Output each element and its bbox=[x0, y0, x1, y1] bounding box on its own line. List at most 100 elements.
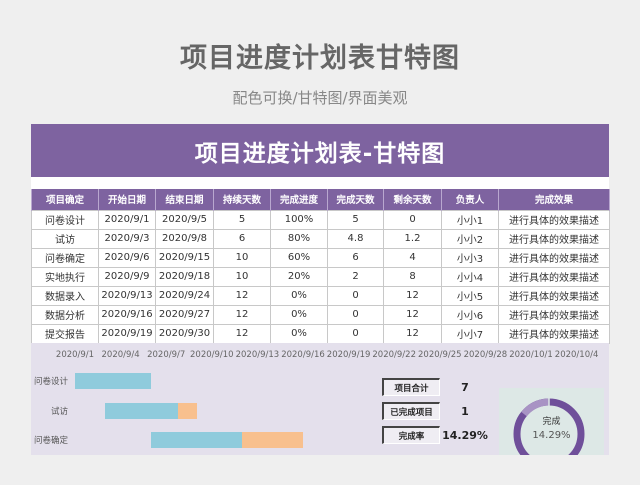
table-cell[interactable]: 小小4 bbox=[441, 266, 499, 287]
table-cell[interactable]: 2020/9/6 bbox=[98, 247, 156, 268]
table-row: 数据分析 2020/9/16 2020/9/27 12 0% 0 12 小小6 进行具体的效果描… bbox=[31, 304, 610, 325]
table-row: 问卷确定 2020/9/6 2020/9/15 10 60% 6 4 小小3 进行具体的效果描述 bbox=[31, 247, 610, 268]
table-cell[interactable]: 4.8 bbox=[327, 228, 384, 249]
column-header[interactable]: 持续天数 bbox=[213, 189, 271, 210]
table-cell[interactable]: 4 bbox=[383, 247, 442, 268]
column-header[interactable]: 完成天数 bbox=[327, 189, 384, 210]
column-header[interactable]: 剩余天数 bbox=[383, 189, 442, 210]
table-cell[interactable]: 2020/9/24 bbox=[155, 285, 214, 306]
column-header[interactable]: 开始日期 bbox=[98, 189, 156, 210]
table-cell[interactable]: 2020/9/13 bbox=[98, 285, 156, 306]
table-cell[interactable]: 12 bbox=[213, 285, 271, 306]
summary-label: 项目合计 bbox=[382, 378, 440, 396]
table-row: 实地执行 2020/9/9 2020/9/18 10 20% 2 8 小小4 进行具体的效果描述 bbox=[31, 266, 610, 287]
table-cell[interactable]: 进行具体的效果描述 bbox=[498, 323, 610, 344]
completion-donut-chart[interactable]: 完成 14.29% bbox=[499, 388, 604, 455]
table-cell[interactable]: 5 bbox=[213, 209, 271, 230]
table-cell[interactable]: 0 bbox=[327, 304, 384, 325]
table-cell[interactable]: 2020/9/1 bbox=[98, 209, 156, 230]
gantt-bar-remaining[interactable] bbox=[242, 432, 303, 448]
table-cell[interactable]: 2020/9/30 bbox=[155, 323, 214, 344]
table-cell[interactable]: 20% bbox=[270, 266, 328, 287]
table-cell[interactable]: 提交报告 bbox=[31, 323, 99, 344]
task-label: 问卷确定 bbox=[33, 436, 68, 446]
table-cell[interactable]: 0% bbox=[270, 323, 328, 344]
table-cell[interactable]: 10 bbox=[213, 247, 271, 268]
table-cell[interactable]: 小小6 bbox=[441, 304, 499, 325]
summary-row-completed: 已完成项目 1 bbox=[382, 400, 490, 422]
table-cell[interactable]: 小小3 bbox=[441, 247, 499, 268]
table-cell[interactable]: 2 bbox=[327, 266, 384, 287]
table-cell[interactable]: 小小2 bbox=[441, 228, 499, 249]
table-cell[interactable]: 实地执行 bbox=[31, 266, 99, 287]
table-cell[interactable]: 5 bbox=[327, 209, 384, 230]
table-cell[interactable]: 问卷确定 bbox=[31, 247, 99, 268]
table-cell[interactable]: 0 bbox=[383, 209, 442, 230]
column-header[interactable]: 结束日期 bbox=[155, 189, 214, 210]
table-cell[interactable]: 数据分析 bbox=[31, 304, 99, 325]
table-cell[interactable]: 6 bbox=[213, 228, 271, 249]
table-cell[interactable]: 小小5 bbox=[441, 285, 499, 306]
column-header[interactable]: 完成进度 bbox=[270, 189, 328, 210]
table-cell[interactable]: 小小7 bbox=[441, 323, 499, 344]
table-cell[interactable]: 小小1 bbox=[441, 209, 499, 230]
axis-tick-label: 2020/9/10 bbox=[190, 350, 234, 360]
task-label: 问卷设计 bbox=[33, 377, 68, 387]
axis-tick-label: 2020/10/4 bbox=[554, 350, 599, 360]
table-cell[interactable]: 试访 bbox=[31, 228, 99, 249]
column-header[interactable]: 负责人 bbox=[441, 189, 499, 210]
table-cell[interactable]: 进行具体的效果描述 bbox=[498, 266, 610, 287]
table-cell[interactable]: 100% bbox=[270, 209, 328, 230]
table-cell[interactable]: 60% bbox=[270, 247, 328, 268]
spreadsheet: 项目进度计划表-甘特图 项目确定 开始日期 结束日期 持续天数 完成进度 完成天… bbox=[31, 124, 610, 455]
table-cell[interactable]: 2020/9/8 bbox=[155, 228, 214, 249]
summary-row-total: 项目合计 7 bbox=[382, 376, 490, 398]
table-cell[interactable]: 0 bbox=[327, 323, 384, 344]
table-cell[interactable]: 2020/9/18 bbox=[155, 266, 214, 287]
table-cell[interactable]: 0 bbox=[327, 285, 384, 306]
table-cell[interactable]: 6 bbox=[327, 247, 384, 268]
table-cell[interactable]: 8 bbox=[383, 266, 442, 287]
table-cell[interactable]: 进行具体的效果描述 bbox=[498, 247, 610, 268]
summary-value[interactable]: 1 bbox=[461, 404, 469, 418]
gantt-bar-completed[interactable] bbox=[75, 373, 151, 389]
summary-value[interactable]: 7 bbox=[461, 380, 469, 394]
gantt-bar-completed[interactable] bbox=[105, 402, 179, 419]
table-cell[interactable]: 2020/9/15 bbox=[155, 247, 214, 268]
gantt-bar-completed[interactable] bbox=[151, 432, 243, 448]
table-cell[interactable]: 12 bbox=[383, 304, 442, 325]
axis-tick-label: 2020/9/13 bbox=[235, 350, 280, 360]
donut-title: 完成 bbox=[542, 417, 561, 427]
table-cell[interactable]: 12 bbox=[383, 323, 442, 344]
table-cell[interactable]: 进行具体的效果描述 bbox=[498, 285, 610, 306]
summary-label: 完成率 bbox=[382, 426, 440, 444]
table-cell[interactable]: 10 bbox=[213, 266, 271, 287]
table-cell[interactable]: 0% bbox=[270, 304, 328, 325]
column-header[interactable]: 完成效果 bbox=[498, 189, 610, 210]
table-cell[interactable]: 12 bbox=[383, 285, 442, 306]
table-cell[interactable]: 2020/9/5 bbox=[155, 209, 214, 230]
table-cell[interactable]: 12 bbox=[213, 323, 271, 344]
column-header[interactable]: 项目确定 bbox=[31, 189, 99, 210]
summary-value[interactable]: 14.29% bbox=[442, 428, 488, 442]
table-cell[interactable]: 12 bbox=[213, 304, 271, 325]
table-row: 问卷设计 2020/9/1 2020/9/5 5 100% 5 0 小小1 进行具体的效果描述 bbox=[31, 209, 610, 230]
gantt-bar-remaining[interactable] bbox=[178, 402, 197, 419]
table-row: 提交报告 2020/9/19 2020/9/30 12 0% 0 12 小小7 进行具体的效果描… bbox=[31, 323, 610, 344]
table-cell[interactable]: 2020/9/27 bbox=[155, 304, 214, 325]
table-header-row: 项目确定 开始日期 结束日期 持续天数 完成进度 完成天数 剩余天数 负责人 完… bbox=[31, 189, 610, 210]
table-cell[interactable]: 80% bbox=[270, 228, 328, 249]
table-cell[interactable]: 0% bbox=[270, 285, 328, 306]
gantt-chart: 2020/9/1 2020/9/4 2020/9/7 2020/9/10 2020/9/… bbox=[31, 343, 609, 455]
table-cell[interactable]: 进行具体的效果描述 bbox=[498, 228, 610, 249]
table-cell[interactable]: 2020/9/3 bbox=[98, 228, 156, 249]
table-cell[interactable]: 2020/9/16 bbox=[98, 304, 156, 325]
table-cell[interactable]: 1.2 bbox=[383, 228, 442, 249]
table-cell[interactable]: 数据录入 bbox=[31, 285, 99, 306]
table-cell[interactable]: 进行具体的效果描述 bbox=[498, 304, 610, 325]
table-cell[interactable]: 2020/9/9 bbox=[98, 266, 156, 287]
table-cell[interactable]: 进行具体的效果描述 bbox=[498, 209, 610, 230]
table-cell[interactable]: 2020/9/19 bbox=[98, 323, 156, 344]
axis-tick-label: 2020/9/19 bbox=[326, 350, 371, 360]
table-cell[interactable]: 问卷设计 bbox=[31, 209, 99, 230]
